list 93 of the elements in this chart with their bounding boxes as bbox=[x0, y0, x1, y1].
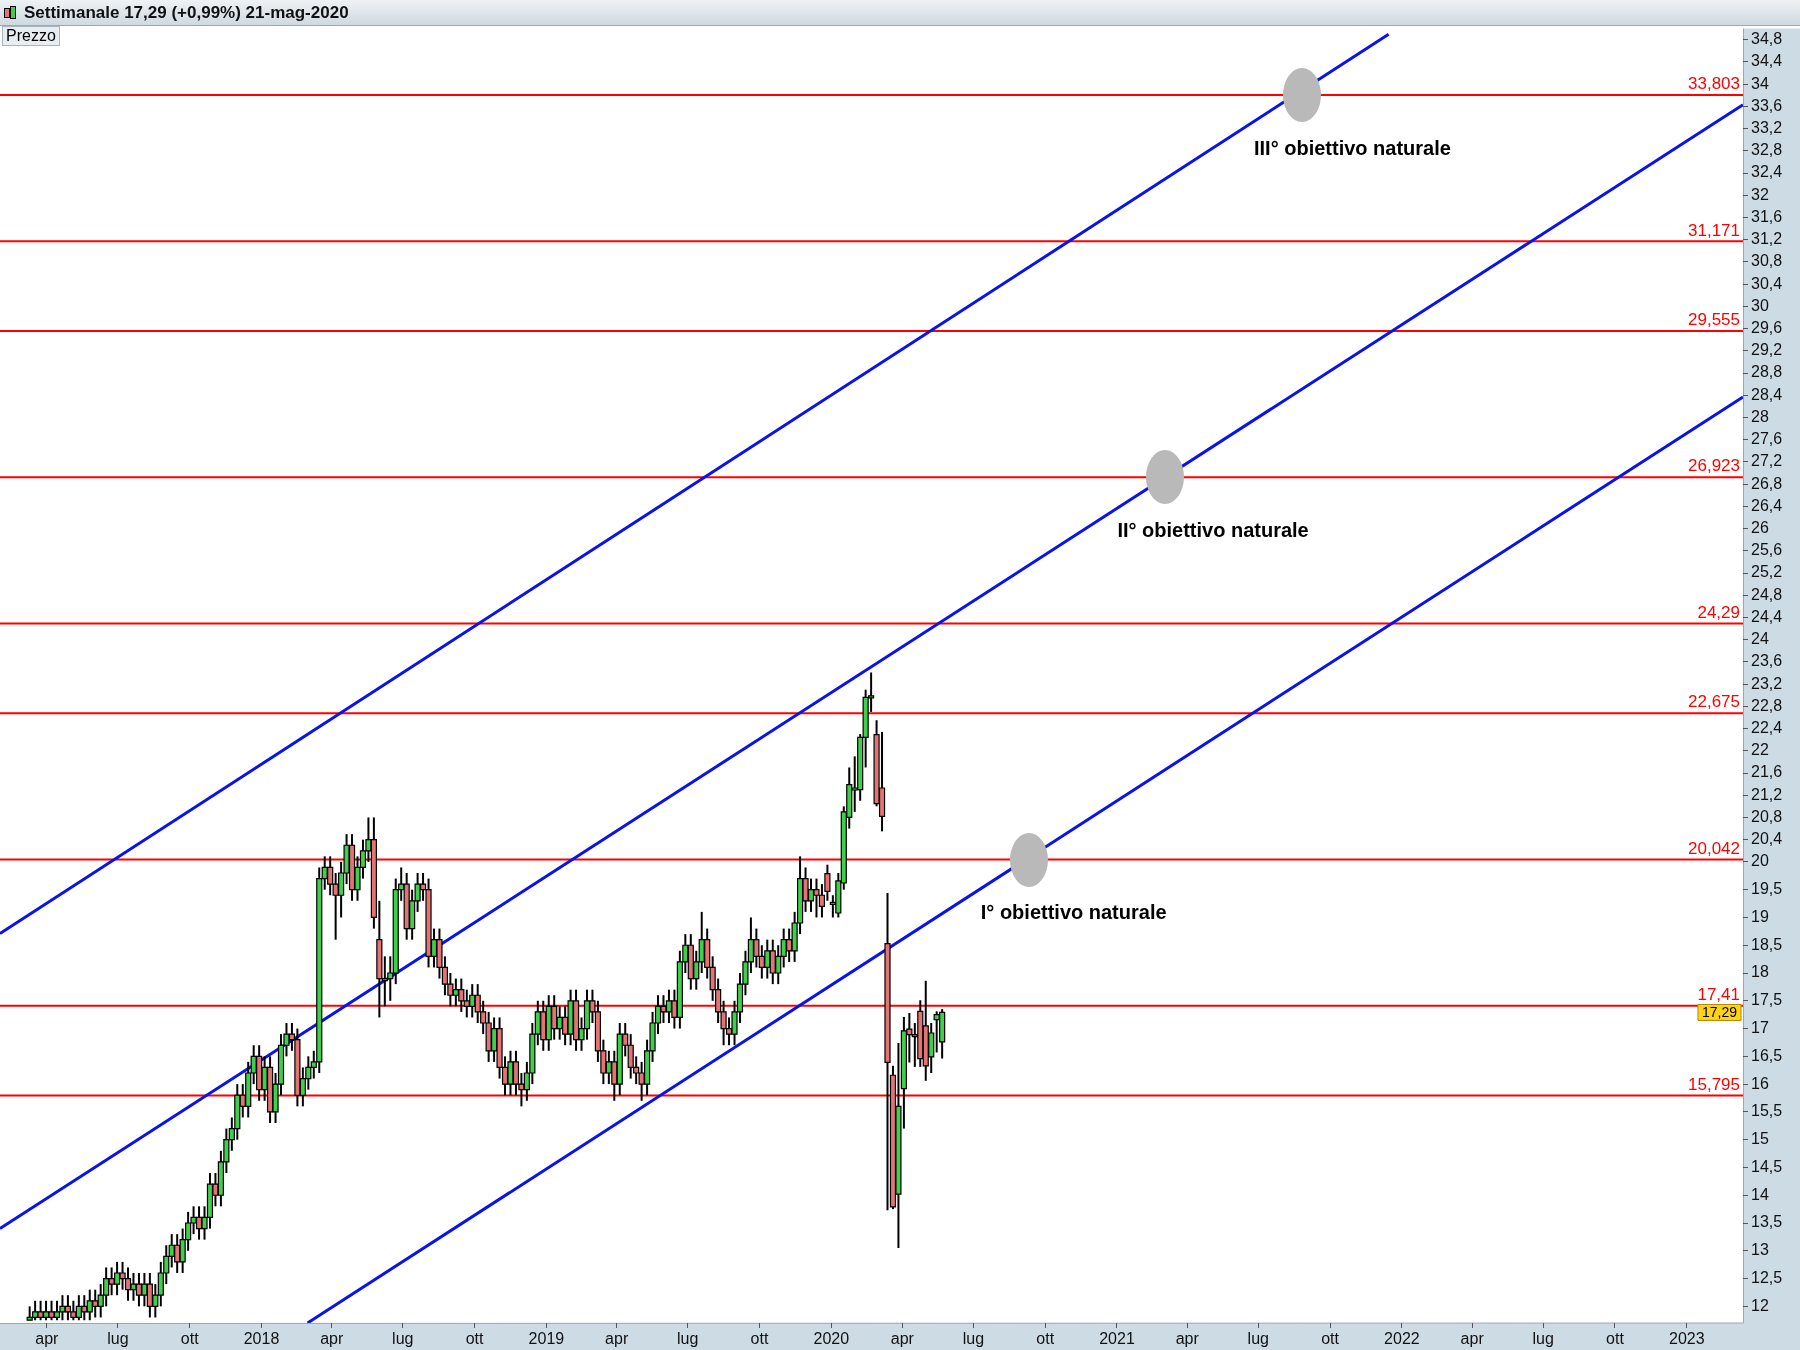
y-tick-label: 25,6 bbox=[1751, 541, 1783, 559]
y-tick-label: 22,8 bbox=[1751, 696, 1783, 714]
y-tick-label: 34,8 bbox=[1751, 30, 1783, 48]
x-tick-label: apr bbox=[605, 1330, 629, 1348]
y-tick-label: 24,8 bbox=[1751, 585, 1783, 603]
ref-line-label: 15,795 bbox=[1688, 1074, 1740, 1094]
y-tick-label: 27,6 bbox=[1751, 430, 1783, 448]
y-tick-label: 33,6 bbox=[1751, 96, 1783, 114]
x-tick-label: lug bbox=[1247, 1330, 1269, 1348]
y-tick-label: 32,8 bbox=[1751, 141, 1783, 159]
x-tick-label: apr bbox=[1175, 1330, 1200, 1348]
chart-title: Settimanale 17,29 (+0,99%) 21-mag-2020 bbox=[24, 2, 349, 23]
y-tick-label: 12 bbox=[1751, 1296, 1769, 1314]
y-tick-label: 33,2 bbox=[1751, 119, 1783, 136]
ref-line-label: 22,675 bbox=[1688, 692, 1740, 712]
y-tick-label: 26,4 bbox=[1751, 496, 1783, 514]
x-tick-label: ott bbox=[1036, 1330, 1055, 1348]
ref-line-label: 24,29 bbox=[1697, 602, 1740, 622]
y-tick-label: 32 bbox=[1751, 185, 1769, 203]
y-axis-title: Prezzo bbox=[2, 26, 60, 46]
y-tick-label: 20 bbox=[1751, 852, 1769, 870]
y-tick-label: 26 bbox=[1751, 518, 1769, 536]
x-tick-label: ott bbox=[1321, 1330, 1340, 1348]
y-tick-label: 28 bbox=[1751, 407, 1769, 425]
y-tick-label: 32,4 bbox=[1751, 163, 1783, 181]
y-tick-label: 16,5 bbox=[1751, 1046, 1783, 1064]
annotation: I° obiettivo naturale bbox=[980, 901, 1167, 924]
y-tick-label: 28,4 bbox=[1751, 385, 1783, 403]
x-tick-label: apr bbox=[35, 1330, 60, 1348]
x-tick-label: lug bbox=[107, 1330, 129, 1348]
y-tick-label: 31,6 bbox=[1751, 207, 1783, 225]
y-tick-label: 15 bbox=[1751, 1130, 1769, 1148]
y-tick-label: 17 bbox=[1751, 1018, 1769, 1036]
x-tick-label: lug bbox=[392, 1330, 414, 1348]
ref-line-label: 33,803 bbox=[1688, 74, 1740, 94]
y-tick-label: 28,8 bbox=[1751, 363, 1783, 381]
y-tick-label: 26,8 bbox=[1751, 474, 1783, 492]
annotation: 17,29 bbox=[1701, 1004, 1738, 1021]
y-tick-label: 13,5 bbox=[1751, 1213, 1783, 1231]
y-tick-label: 20,4 bbox=[1751, 830, 1783, 848]
x-tick-label: ott bbox=[750, 1330, 769, 1348]
y-tick-label: 24 bbox=[1751, 630, 1769, 648]
y-tick-label: 12,5 bbox=[1751, 1268, 1783, 1286]
x-tick-label: apr bbox=[1460, 1330, 1485, 1348]
y-tick-label: 31,2 bbox=[1751, 230, 1783, 248]
x-tick-label: lug bbox=[962, 1330, 985, 1348]
ref-line-label: 20,042 bbox=[1688, 838, 1740, 858]
y-tick-label: 30,4 bbox=[1751, 274, 1783, 292]
x-tick-label: apr bbox=[890, 1330, 915, 1348]
x-tick-label: ott bbox=[180, 1330, 200, 1348]
ref-line-label: 29,555 bbox=[1688, 310, 1740, 330]
y-tick-label: 19,5 bbox=[1751, 880, 1783, 898]
y-tick-label: 14 bbox=[1751, 1185, 1769, 1203]
x-tick-label: 2021 bbox=[1099, 1330, 1135, 1348]
x-tick-label: ott bbox=[465, 1330, 485, 1348]
y-tick-label: 23,6 bbox=[1751, 652, 1783, 670]
y-tick-label: 24,4 bbox=[1751, 607, 1783, 625]
ref-line-label: 26,923 bbox=[1688, 456, 1740, 476]
x-tick-label: 2020 bbox=[813, 1330, 850, 1348]
x-tick-label: lug bbox=[677, 1330, 699, 1348]
x-tick-label: 2019 bbox=[528, 1330, 565, 1348]
y-tick-label: 23,2 bbox=[1751, 674, 1783, 692]
y-tick-label: 30 bbox=[1751, 296, 1769, 314]
y-tick-label: 30,8 bbox=[1751, 252, 1783, 270]
annotation: II° obiettivo naturale bbox=[1117, 518, 1309, 541]
annotation: III° obiettivo naturale bbox=[1253, 136, 1451, 159]
y-tick-label: 22,4 bbox=[1751, 718, 1783, 736]
y-tick-label: 34,4 bbox=[1751, 52, 1783, 70]
y-tick-label: 25,2 bbox=[1751, 563, 1783, 581]
x-tick-label: 2018 bbox=[243, 1330, 280, 1348]
y-tick-label: 29,6 bbox=[1751, 319, 1783, 336]
x-tick-label: lug bbox=[1532, 1330, 1554, 1348]
x-tick-label: ott bbox=[1606, 1330, 1625, 1348]
y-tick-label: 16 bbox=[1751, 1074, 1769, 1092]
y-tick-label: 15,5 bbox=[1751, 1102, 1783, 1120]
y-tick-label: 14,5 bbox=[1751, 1157, 1783, 1175]
y-tick-label: 18,5 bbox=[1751, 935, 1783, 953]
y-tick-label: 29,2 bbox=[1751, 341, 1783, 359]
y-tick-label: 22 bbox=[1751, 741, 1769, 759]
y-tick-label: 34 bbox=[1751, 74, 1769, 92]
y-tick-label: 20,8 bbox=[1751, 807, 1783, 825]
x-tick-label: apr bbox=[320, 1330, 344, 1348]
y-tick-label: 19 bbox=[1751, 907, 1769, 925]
ref-line-label: 17,41 bbox=[1697, 984, 1740, 1004]
y-tick-label: 18 bbox=[1751, 963, 1769, 981]
y-tick-label: 13 bbox=[1751, 1241, 1769, 1259]
y-tick-label: 21,6 bbox=[1751, 763, 1783, 781]
x-tick-label: 2022 bbox=[1384, 1330, 1420, 1348]
ref-line-label: 31,171 bbox=[1688, 220, 1740, 240]
x-tick-label: 2023 bbox=[1669, 1330, 1705, 1348]
y-tick-label: 21,2 bbox=[1751, 785, 1783, 803]
y-tick-label: 27,2 bbox=[1751, 452, 1783, 470]
y-tick-label: 17,5 bbox=[1751, 991, 1783, 1009]
